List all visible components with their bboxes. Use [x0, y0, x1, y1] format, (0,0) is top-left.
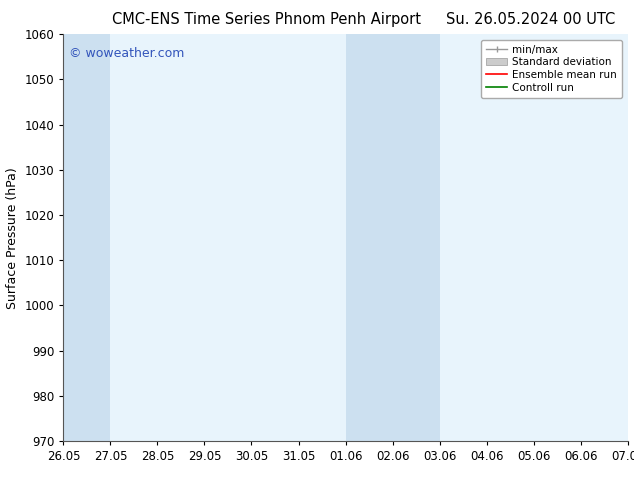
Legend: min/max, Standard deviation, Ensemble mean run, Controll run: min/max, Standard deviation, Ensemble me… — [481, 40, 623, 98]
Bar — [346, 34, 392, 441]
Y-axis label: Surface Pressure (hPa): Surface Pressure (hPa) — [6, 167, 19, 309]
Bar — [392, 34, 439, 441]
Text: Su. 26.05.2024 00 UTC: Su. 26.05.2024 00 UTC — [446, 12, 615, 27]
Bar — [63, 34, 110, 441]
Text: CMC-ENS Time Series Phnom Penh Airport: CMC-ENS Time Series Phnom Penh Airport — [112, 12, 421, 27]
Text: © woweather.com: © woweather.com — [69, 47, 184, 59]
